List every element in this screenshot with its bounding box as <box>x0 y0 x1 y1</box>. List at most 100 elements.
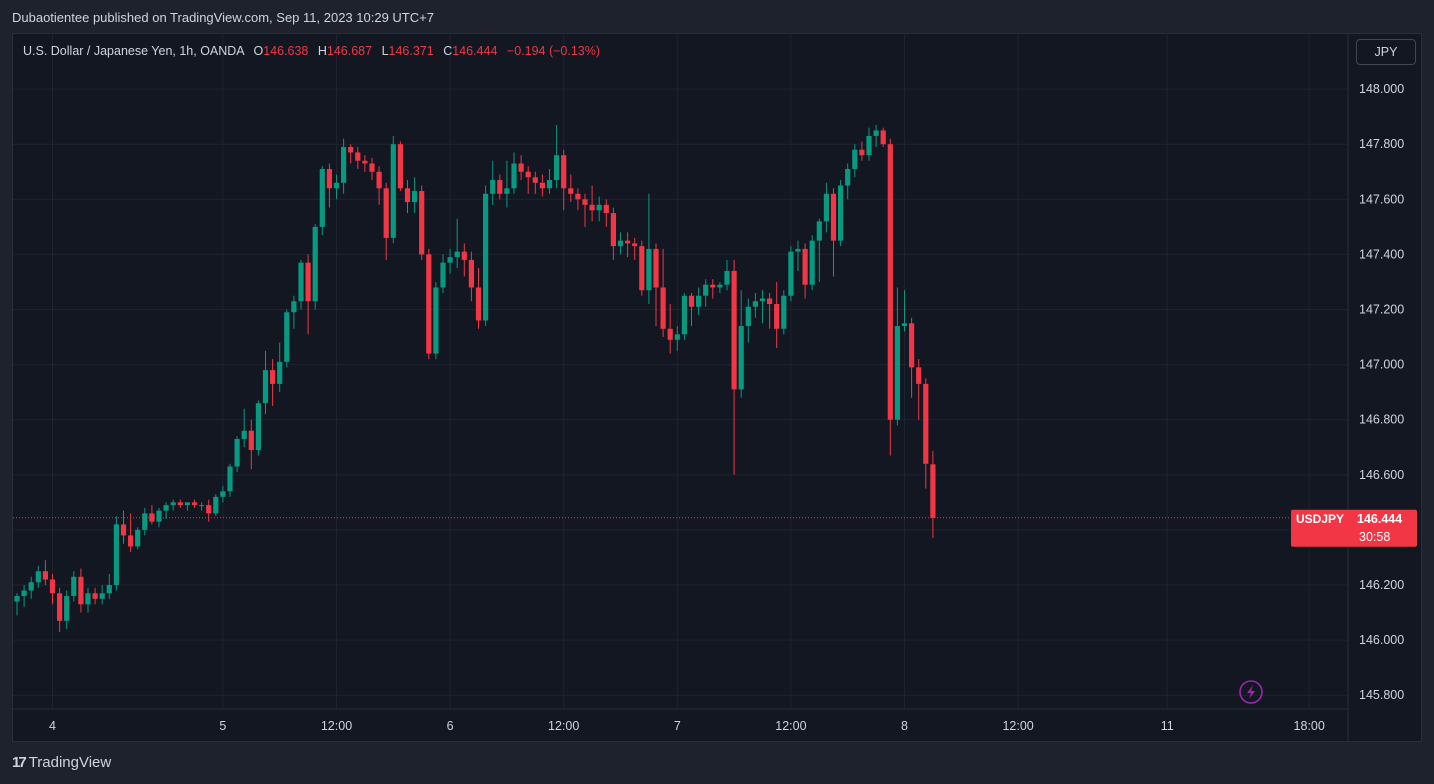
candle-body <box>561 155 567 189</box>
candle <box>412 177 418 214</box>
candle <box>901 290 908 332</box>
x-tick-label: 11 <box>1161 719 1174 733</box>
candle <box>326 163 332 208</box>
candle-body <box>220 491 226 497</box>
candle-body <box>49 579 56 594</box>
candle <box>582 193 588 227</box>
candle <box>57 587 63 632</box>
candle <box>568 174 574 203</box>
candle-body <box>14 596 20 602</box>
candle-body <box>710 284 716 288</box>
candlestick-chart[interactable]: 145.800146.000146.200146.400146.600146.8… <box>13 34 1421 741</box>
candle <box>923 378 929 489</box>
candle <box>610 207 616 260</box>
candle-body <box>752 301 758 307</box>
candle-body <box>341 146 347 183</box>
candle-body <box>404 188 411 203</box>
candle <box>128 513 134 552</box>
candle <box>241 408 247 448</box>
candle <box>341 138 347 194</box>
candle-body <box>305 262 311 302</box>
x-tick-label: 18:00 <box>1294 719 1325 733</box>
candle-body <box>930 464 936 518</box>
candle <box>220 485 226 503</box>
candle <box>660 248 666 338</box>
candle-body <box>383 188 389 238</box>
candle-body <box>21 590 27 597</box>
candle-body <box>326 169 332 189</box>
candle-body <box>880 130 886 145</box>
candle <box>468 251 474 302</box>
candle <box>823 182 829 233</box>
candle-body <box>227 466 233 492</box>
chart-frame[interactable]: 145.800146.000146.200146.400146.600146.8… <box>12 33 1422 742</box>
candle <box>539 174 545 197</box>
open-label: O <box>253 44 264 58</box>
candle-body <box>206 505 212 514</box>
candle <box>270 359 276 406</box>
x-tick-label: 12:00 <box>1002 719 1033 733</box>
candle <box>248 419 254 470</box>
candle-body <box>696 295 702 307</box>
candle-body <box>447 257 453 263</box>
candle-body <box>845 169 851 186</box>
candle-body <box>291 301 297 313</box>
candle <box>305 254 311 335</box>
candle-body <box>823 193 829 222</box>
open-value: 146.638 <box>263 44 309 58</box>
low-value: 146.371 <box>388 44 434 58</box>
candle <box>532 171 538 194</box>
candle-body <box>433 287 439 354</box>
candle-body <box>681 295 687 335</box>
candle <box>816 218 822 282</box>
candle <box>838 180 844 247</box>
candle-body <box>156 510 162 522</box>
candle <box>348 144 354 164</box>
candle-body <box>596 204 602 211</box>
candle <box>213 494 219 517</box>
candle-body <box>277 361 283 384</box>
candle <box>880 127 886 147</box>
grid-lines <box>13 34 1348 709</box>
candle-body <box>454 251 460 258</box>
candle <box>21 585 27 608</box>
candle <box>291 295 297 329</box>
candle-body <box>99 593 105 599</box>
lightning-icon[interactable] <box>1239 680 1263 704</box>
candle-body <box>745 306 751 327</box>
candle <box>930 450 936 538</box>
candle-body <box>184 502 190 506</box>
candle-body <box>177 502 183 506</box>
candle <box>632 237 638 260</box>
candle-body <box>468 259 474 288</box>
candle <box>227 463 233 497</box>
symbol-line: U.S. Dollar / Japanese Yen, 1h, OANDA <box>23 44 244 58</box>
candle-body <box>170 502 176 506</box>
candle-body <box>348 146 354 153</box>
y-tick-label: 147.800 <box>1359 137 1404 151</box>
candle <box>199 502 205 511</box>
candle-body <box>241 430 247 439</box>
candle-body <box>582 199 588 205</box>
candle <box>28 576 34 599</box>
candle <box>788 246 794 302</box>
candle-body <box>894 326 900 420</box>
currency-button[interactable]: JPY <box>1356 39 1416 65</box>
candle-body <box>781 295 787 329</box>
candle <box>454 218 460 269</box>
candle <box>873 124 879 147</box>
candle-body <box>483 193 489 321</box>
candle <box>603 199 609 227</box>
candle <box>688 292 695 327</box>
candle-body <box>610 213 616 247</box>
candle <box>866 127 872 161</box>
candle <box>625 232 631 258</box>
candle-body <box>71 576 77 597</box>
candle-body <box>397 144 403 189</box>
candle <box>483 185 489 327</box>
candle <box>319 166 325 236</box>
candle-body <box>298 262 304 302</box>
candle <box>404 180 411 214</box>
publication-line: Dubaotientee published on TradingView.co… <box>12 10 434 25</box>
candle <box>490 160 496 205</box>
